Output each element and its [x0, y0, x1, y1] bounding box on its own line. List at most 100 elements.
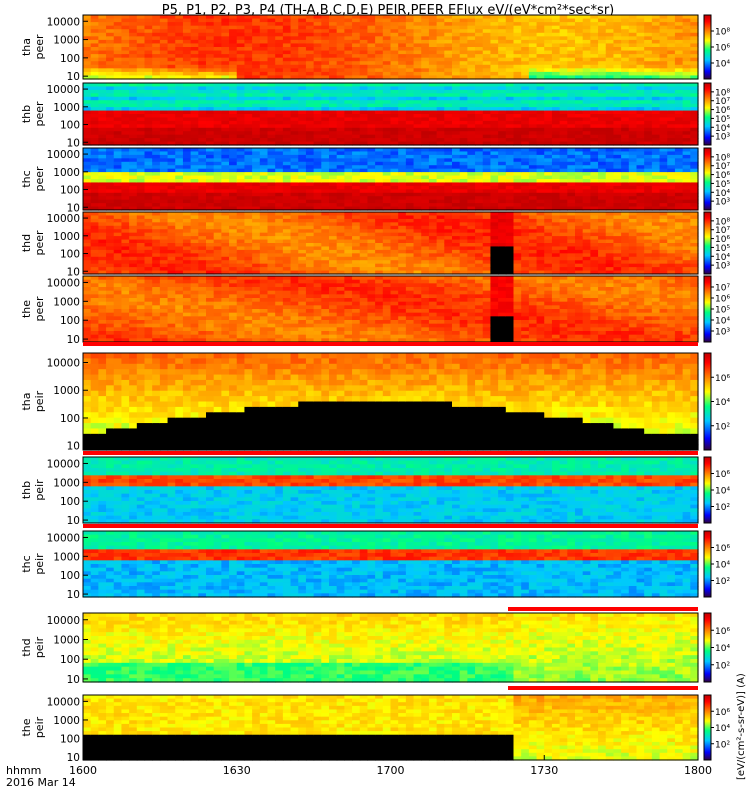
panel-ylabel-probe: the: [20, 718, 33, 736]
colorbar-tick-label: 10⁶: [715, 171, 730, 181]
colorbar: [703, 612, 712, 683]
colorbar-tick-label: 10⁵: [715, 180, 730, 190]
heatmap-cells: [83, 457, 699, 524]
heatmap-cells: [83, 613, 699, 683]
y-tick-label: 1000: [53, 35, 80, 47]
colorbar-tick-label: 10³: [715, 262, 730, 272]
colorbar-tick-label: 10⁴: [715, 487, 730, 497]
y-tick-label: 10000: [47, 696, 80, 708]
heatmap-cells: [83, 276, 699, 343]
x-tick-label: 1730: [530, 764, 558, 777]
colorbar-tick-label: 10⁶: [715, 295, 730, 305]
x-tick-label: 1700: [377, 764, 405, 777]
colorbar-tick-label: 10⁴: [715, 317, 730, 327]
panel-ylabel-probe: tha: [20, 38, 33, 56]
colorbar-tick-label: 10⁸: [715, 88, 730, 98]
panel-thc-peir: 10 100 1000 10000 thc peir 10² 10⁴ 10⁶: [20, 530, 730, 601]
panel-frame: [82, 530, 699, 598]
colorbar-tick-label: 10⁸: [715, 28, 730, 38]
heatmap-cells: [83, 353, 699, 451]
y-tick-label: 10: [67, 515, 80, 527]
panel-frame: [82, 82, 699, 146]
panel-ylabel-species: peir: [33, 716, 46, 738]
y-tick-label: 10: [67, 266, 80, 278]
colorbar-tick-label: 10³: [715, 133, 730, 143]
y-tick-label: 10000: [47, 357, 80, 369]
x-corner-label-date: 2016 Mar 14: [6, 776, 76, 789]
heatmap-cells: [83, 83, 699, 146]
colorbar-tick-label: 10²: [715, 740, 730, 750]
colorbar-tick-label: 10⁴: [715, 561, 730, 571]
y-tick-label: 10000: [47, 16, 80, 28]
colorbar-tick-label: 10⁵: [715, 115, 730, 125]
panel-ylabel-probe: thc: [20, 170, 33, 187]
y-tick-label: 100: [60, 249, 80, 261]
colorbar-tick-label: 10⁸: [715, 153, 730, 163]
heatmap-cells: [83, 531, 699, 598]
y-tick-label: 1000: [53, 296, 80, 308]
colorbar-tick-label: 10⁶: [715, 627, 730, 637]
colorbar-tick-label: 10⁴: [715, 724, 730, 734]
colorbar-tick-label: 10⁴: [715, 189, 730, 199]
y-tick-label: 10000: [47, 458, 80, 470]
y-tick-label: 1000: [53, 167, 80, 179]
y-tick-label: 100: [60, 185, 80, 197]
panel-ylabel-probe: the: [20, 300, 33, 318]
panel-ylabel-probe: thd: [20, 638, 33, 656]
quality-flag-bar: [83, 342, 698, 346]
panel-ylabel-probe: thc: [20, 555, 33, 572]
colorbar-tick-label: 10²: [715, 661, 730, 671]
panel-frame: [82, 211, 699, 275]
quality-flag-bar: [83, 524, 698, 528]
y-tick-label: 10: [67, 441, 80, 453]
colorbar: [703, 694, 712, 761]
y-tick-label: 1000: [53, 385, 80, 397]
panel-ylabel-probe: thd: [20, 234, 33, 252]
colorbar-tick-label: 10⁵: [715, 244, 730, 254]
colorbar-tick-label: 10⁶: [715, 708, 730, 718]
panel-frame: [82, 456, 699, 524]
figure-title: P5, P1, P2, P3, P4 (TH-A,B,C,D,E) PEIR,P…: [162, 3, 615, 18]
y-tick-label: 100: [60, 413, 80, 425]
colorbar-tick-label: 10⁴: [715, 253, 730, 263]
y-tick-label: 10: [67, 752, 80, 764]
colorbar: [703, 82, 712, 146]
colorbar-tick-label: 10⁴: [715, 124, 730, 134]
y-tick-label: 100: [60, 734, 80, 746]
panel-the-peir: 10 100 1000 10000 the peir 10² 10⁴ 10⁶: [20, 694, 730, 764]
colorbar: [703, 275, 712, 343]
y-tick-label: 10000: [47, 213, 80, 225]
colorbar: [703, 147, 712, 211]
y-tick-label: 1000: [53, 715, 80, 727]
y-tick-label: 10: [67, 334, 80, 346]
colorbar-tick-label: 10⁶: [715, 374, 730, 384]
panel-thb-peir: 10 100 1000 10000 thb peir 10² 10⁴ 10⁶: [20, 456, 730, 527]
y-tick-label: 1000: [53, 477, 80, 489]
colorbar: [703, 352, 712, 451]
panel-ylabel-species: peir: [33, 479, 46, 501]
heatmap-cells: [83, 15, 699, 80]
panel-ylabel-species: peir: [33, 390, 46, 412]
colorbar-tick-label: 10⁴: [715, 60, 730, 70]
y-tick-label: 10000: [47, 84, 80, 96]
panel-frame: [82, 14, 699, 80]
x-tick-label: 1630: [223, 764, 251, 777]
y-tick-label: 1000: [53, 231, 80, 243]
colorbar-tick-label: 10⁶: [715, 235, 730, 245]
quality-flag-bar: [508, 686, 698, 690]
colorbar-tick-label: 10²: [715, 577, 730, 587]
colorbar-tick-label: 10⁶: [715, 106, 730, 116]
panel-thd-peir: 10 100 1000 10000 thd peir 10² 10⁴ 10⁶: [20, 612, 730, 686]
panel-tha-peir: 10 100 1000 10000 tha peir 10² 10⁴ 10⁶: [20, 352, 730, 453]
heatmap-cells: [83, 212, 699, 275]
colorbar-tick-label: 10³: [715, 328, 730, 338]
y-tick-label: 10: [67, 137, 80, 149]
panel-frame: [82, 352, 699, 451]
heatmap-cells: [83, 695, 699, 761]
y-tick-label: 1000: [53, 634, 80, 646]
panel-ylabel-probe: thb: [20, 481, 33, 499]
